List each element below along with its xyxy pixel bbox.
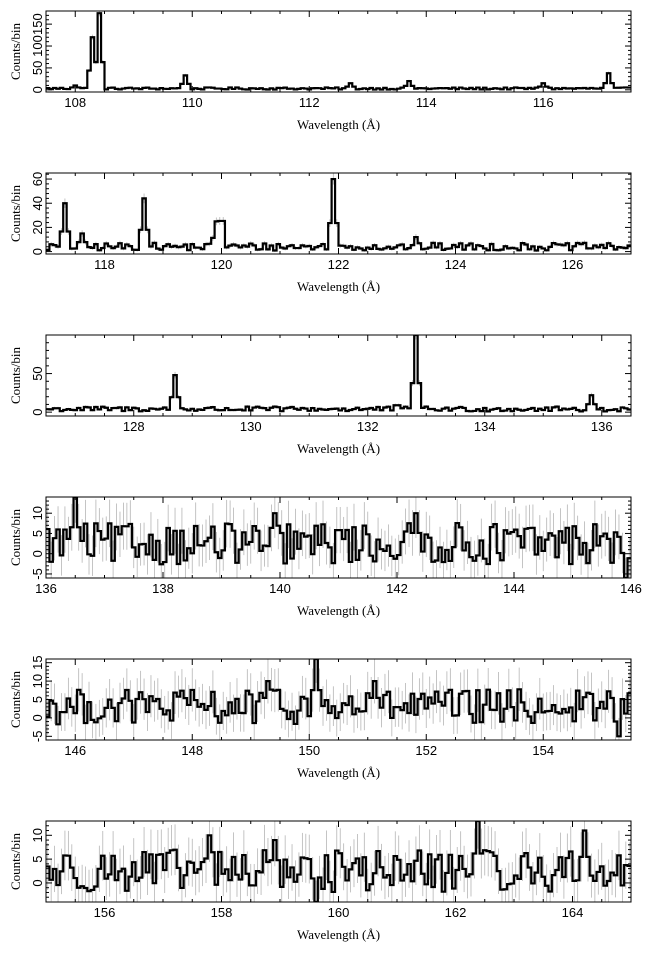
x-tick-label: 120 <box>211 257 233 272</box>
plot-frame <box>45 334 632 417</box>
y-axis-title: Counts/bin <box>8 832 23 890</box>
x-tick-label: 158 <box>211 905 233 920</box>
panel-5: 146 148 150 152 154 -5 0 5 10 15 Wavelength (Å) Cou… <box>8 655 632 780</box>
error-bars <box>47 11 630 91</box>
y-tick-label: 100 <box>30 35 45 57</box>
panel-2: 118 120 122 124 126 0 20 40 60 Wavelength (Å) Coun… <box>8 172 632 294</box>
x-tick-label: 108 <box>64 95 86 110</box>
y-tick-label: 0 <box>30 550 45 557</box>
y-tick-label: 10 <box>30 506 45 520</box>
error-bars <box>47 497 630 578</box>
x-tick-label: 114 <box>416 95 437 110</box>
y-tick-label: 20 <box>30 220 45 234</box>
plot-frame <box>45 10 632 93</box>
x-tick-label: 116 <box>533 95 554 110</box>
x-tick-label: 160 <box>328 905 350 920</box>
x-tick-label: 142 <box>386 581 408 596</box>
spectrum-line <box>46 497 631 578</box>
x-tick-label: 148 <box>181 743 203 758</box>
y-tick-label: -5 <box>30 568 45 580</box>
x-tick-label: 110 <box>182 95 203 110</box>
x-tick-label: 118 <box>94 257 115 272</box>
x-axis-title: Wavelength (Å) <box>297 279 380 294</box>
y-tick-label: 5 <box>30 696 45 703</box>
y-tick-label: 10 <box>30 674 45 688</box>
x-tick-label: 130 <box>240 419 262 434</box>
y-tick-label: 50 <box>30 366 45 380</box>
x-tick-label: 156 <box>94 905 116 920</box>
error-bars <box>47 335 630 413</box>
spectrum-line <box>46 335 631 413</box>
y-axis-title: Counts/bin <box>8 184 23 242</box>
x-tick-label: 112 <box>299 95 320 110</box>
x-tick-label: 134 <box>474 419 496 434</box>
x-tick-label: 144 <box>503 581 525 596</box>
x-tick-label: 128 <box>123 419 145 434</box>
y-tick-label: 0 <box>30 248 45 255</box>
x-tick-label: 138 <box>152 581 174 596</box>
x-tick-label: 164 <box>562 905 584 920</box>
x-tick-label: 146 <box>620 581 642 596</box>
x-axis-title: Wavelength (Å) <box>297 603 380 618</box>
error-bars <box>47 659 630 740</box>
spectrum-line <box>46 12 631 91</box>
spectrum-line <box>46 659 631 738</box>
y-axis-title: Counts/bin <box>8 346 23 404</box>
y-tick-label: 60 <box>30 172 45 186</box>
spectrum-line <box>46 821 631 902</box>
x-tick-label: 162 <box>445 905 467 920</box>
x-tick-label: 136 <box>35 581 57 596</box>
panel-3: 128 130 132 134 136 0 50 Wavelength (Å) Counts/b… <box>8 334 632 456</box>
x-axis-title: Wavelength (Å) <box>297 117 380 132</box>
y-tick-label: 0 <box>30 409 45 416</box>
x-tick-label: 146 <box>64 743 86 758</box>
y-axis-title: Counts/bin <box>8 670 23 728</box>
y-tick-label: 10 <box>30 828 45 842</box>
y-axis-title: Counts/bin <box>8 22 23 80</box>
spectrum-line <box>46 177 631 252</box>
x-tick-label: 136 <box>591 419 613 434</box>
y-tick-label: 40 <box>30 196 45 210</box>
y-tick-label: 150 <box>30 13 45 35</box>
y-tick-label: 0 <box>30 879 45 886</box>
x-tick-label: 122 <box>328 257 350 272</box>
x-tick-label: 152 <box>415 743 437 758</box>
x-axis-title: Wavelength (Å) <box>297 441 380 456</box>
y-tick-label: 0 <box>30 714 45 721</box>
panel-6: 156 158 160 162 164 0 5 10 Wavelength (Å) Counts/… <box>8 820 632 942</box>
y-tick-label: 5 <box>30 530 45 537</box>
x-tick-label: 126 <box>562 257 584 272</box>
y-tick-label: 5 <box>30 856 45 863</box>
x-tick-label: 140 <box>269 581 291 596</box>
y-tick-label: 0 <box>30 86 45 93</box>
x-tick-label: 154 <box>532 743 554 758</box>
x-tick-label: 132 <box>357 419 379 434</box>
panel-4: 136 138 140 142 144 146 -5 0 5 10 Wavelength (Å) Co… <box>8 496 642 618</box>
y-tick-label: 50 <box>30 61 45 75</box>
x-tick-label: 150 <box>298 743 320 758</box>
x-axis-title: Wavelength (Å) <box>297 927 380 942</box>
x-axis-title: Wavelength (Å) <box>297 765 380 780</box>
y-tick-label: 15 <box>30 655 45 669</box>
y-tick-label: -5 <box>30 731 45 743</box>
x-tick-label: 124 <box>445 257 467 272</box>
y-axis-title: Counts/bin <box>8 508 23 566</box>
